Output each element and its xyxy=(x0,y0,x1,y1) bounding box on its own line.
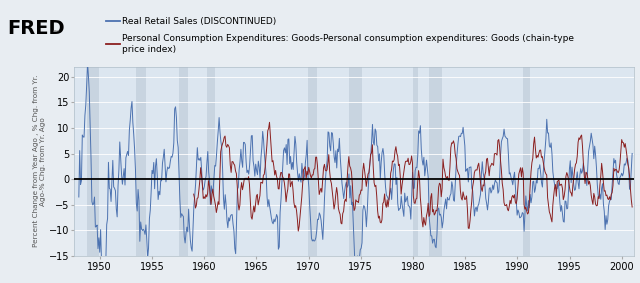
Bar xyxy=(136,67,146,256)
Text: FRED: FRED xyxy=(8,19,65,38)
Bar xyxy=(179,67,188,256)
Y-axis label: Percent Change from Year Ago , % Chg. from Yr.
Ago-% Chg. from Yr. Ago: Percent Change from Year Ago , % Chg. fr… xyxy=(33,75,46,248)
Bar xyxy=(207,67,216,256)
Text: Personal Consumption Expenditures: Goods-Personal consumption expenditures: Good: Personal Consumption Expenditures: Goods… xyxy=(122,34,573,53)
Text: ⁗: ⁗ xyxy=(52,29,59,39)
Bar xyxy=(524,67,529,256)
Bar xyxy=(349,67,362,256)
Bar xyxy=(86,67,99,256)
Bar xyxy=(308,67,317,256)
Bar xyxy=(413,67,418,256)
Text: Real Retail Sales (DISCONTINUED): Real Retail Sales (DISCONTINUED) xyxy=(122,17,276,26)
Bar xyxy=(429,67,442,256)
